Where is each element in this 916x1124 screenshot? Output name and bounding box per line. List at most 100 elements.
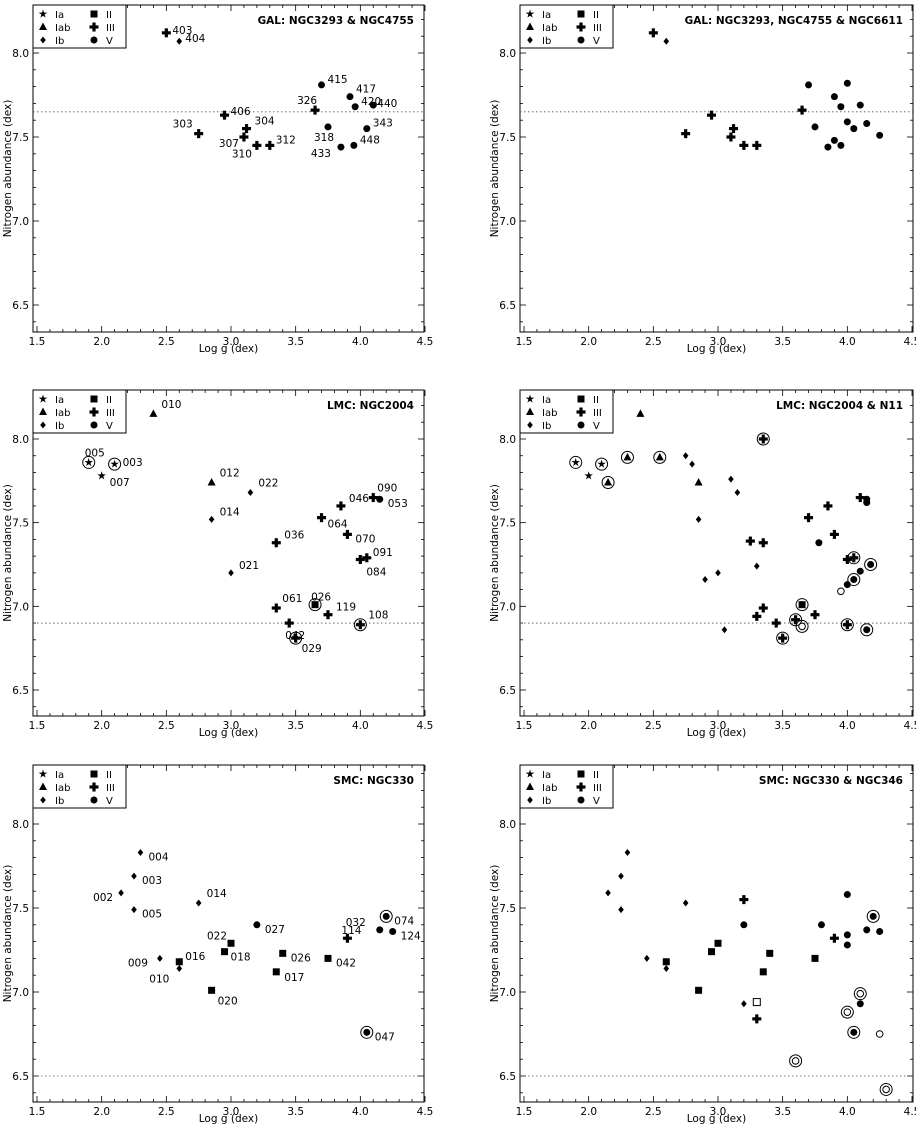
legend-label: V — [593, 421, 600, 432]
data-point — [118, 889, 124, 897]
x-tick-label: 4.0 — [352, 336, 369, 348]
point-label: 091 — [373, 547, 393, 559]
x-tick-label: 2.0 — [93, 720, 110, 732]
data-point — [856, 101, 864, 109]
legend-marker-star — [38, 769, 48, 778]
data-point — [758, 538, 768, 548]
x-tick-label: 3.5 — [774, 1106, 791, 1118]
legend-label: Ia — [55, 770, 64, 781]
data-point — [850, 125, 858, 133]
data-point — [317, 513, 327, 523]
point-label: 061 — [282, 593, 302, 605]
panel-1: 1.5 2.0 2.5 3.0 3.5 4.0 4.5 Log g (dex) 6.5 7.0 7.… — [2, 4, 433, 355]
data-point — [369, 101, 377, 109]
x-tick-label: 2.0 — [580, 720, 597, 732]
data-point — [208, 986, 216, 994]
legend-label: V — [106, 36, 113, 47]
x-tick-label: 3.0 — [223, 720, 240, 732]
point-label: 119 — [336, 602, 356, 614]
data-point — [864, 558, 878, 571]
data-point — [221, 948, 229, 956]
legend-label: Ib — [55, 421, 64, 432]
legend-label: Iab — [542, 783, 557, 794]
y-tick-label: 6.5 — [499, 300, 516, 312]
data-point — [741, 1000, 747, 1008]
point-label: 026 — [311, 592, 331, 604]
y-tick-label: 8.0 — [499, 48, 516, 60]
data-point — [239, 132, 249, 142]
data-point — [368, 493, 378, 503]
data-point — [228, 569, 234, 577]
plot-frame — [519, 764, 914, 1103]
y-tick-label: 7.5 — [499, 518, 516, 530]
legend-marker-square — [577, 395, 585, 403]
data-point — [694, 478, 703, 486]
y-tick-label: 8.0 — [12, 434, 29, 446]
y-axis: 6.5 7.0 7.5 8.0 Nitrogen abundance (dex) — [489, 405, 913, 708]
data-point — [797, 105, 807, 115]
legend-label: V — [106, 421, 113, 432]
data-point — [866, 909, 880, 923]
data-point — [758, 603, 768, 613]
x-tick-label: 3.5 — [287, 720, 304, 732]
legend-marker-circle — [90, 796, 98, 804]
data-points — [569, 409, 878, 645]
point-label: 021 — [239, 560, 259, 572]
legend-label: Iab — [55, 408, 70, 419]
legend-label: III — [106, 408, 115, 419]
data-point — [648, 28, 658, 38]
x-tick-label: 1.5 — [516, 720, 533, 732]
data-point — [689, 460, 695, 468]
point-label: 440 — [377, 98, 397, 110]
data-point — [811, 954, 819, 962]
point-label: 010 — [149, 973, 169, 985]
x-tick-label: 2.0 — [93, 1106, 110, 1118]
x-axis: 1.5 2.0 2.5 3.0 3.5 4.0 4.5 Log g (dex) — [29, 5, 433, 355]
data-point — [847, 551, 861, 565]
data-points — [648, 28, 884, 151]
x-tick-label: 3.5 — [774, 336, 791, 348]
point-label: 046 — [349, 493, 369, 505]
x-axis-label: Log g (dex) — [199, 343, 258, 355]
data-point — [195, 899, 202, 907]
x-tick-label: 2.0 — [93, 336, 110, 348]
x-tick-label: 1.5 — [29, 1106, 46, 1118]
data-point — [829, 529, 839, 539]
point-label: 064 — [328, 519, 348, 531]
y-tick-label: 6.5 — [499, 685, 516, 697]
data-point — [759, 968, 767, 976]
y-tick-label: 7.0 — [499, 601, 516, 613]
x-tick-label: 4.5 — [904, 1106, 916, 1118]
point-label: 124 — [401, 931, 421, 943]
data-point — [360, 1025, 374, 1039]
data-point — [376, 495, 384, 503]
chart-title: GAL: NGC3293 & NGC4755 — [258, 15, 414, 27]
legend-label: Iab — [55, 23, 70, 34]
legend-marker-triangle — [39, 782, 47, 790]
data-point — [636, 409, 645, 417]
point-label: 047 — [375, 1031, 395, 1043]
y-tick-label: 8.0 — [499, 819, 516, 831]
data-point — [837, 103, 845, 111]
data-point — [829, 933, 839, 943]
x-tick-label: 2.0 — [580, 1106, 597, 1118]
data-point — [131, 872, 137, 880]
x-tick-label: 2.0 — [580, 336, 597, 348]
legend-marker-cross — [576, 407, 586, 417]
legend-marker-cross — [89, 407, 99, 417]
x-axis-label: Log g (dex) — [687, 343, 746, 355]
legend-marker-triangle — [526, 407, 534, 415]
data-point — [271, 603, 281, 613]
x-axis: 1.5 2.0 2.5 3.0 3.5 4.0 4.5 Log g (dex) — [29, 390, 433, 739]
data-point — [242, 124, 252, 134]
legend-box — [519, 389, 614, 434]
data-point — [754, 562, 760, 570]
point-label: 010 — [161, 399, 181, 411]
x-tick-label: 2.5 — [158, 1106, 175, 1118]
data-point — [363, 125, 371, 133]
data-point — [752, 998, 761, 1007]
data-point — [271, 538, 281, 548]
data-point — [745, 536, 755, 546]
point-label: 036 — [284, 530, 304, 542]
